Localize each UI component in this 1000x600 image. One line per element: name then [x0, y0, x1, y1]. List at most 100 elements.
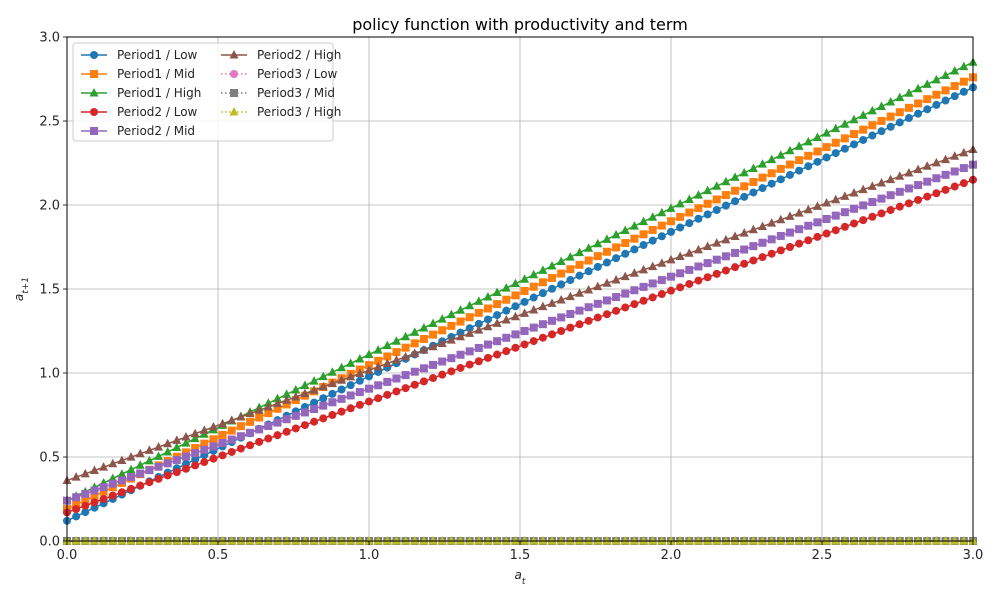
data-point [739, 167, 749, 177]
data-point [804, 236, 813, 245]
data-point [932, 100, 941, 109]
data-point [639, 216, 649, 226]
data-point [135, 536, 145, 545]
legend-box [72, 42, 334, 142]
data-point [501, 283, 511, 292]
data-point [730, 536, 740, 545]
data-point [859, 135, 868, 144]
data-point [749, 242, 758, 251]
data-point [355, 353, 365, 363]
data-point [876, 536, 886, 545]
data-point [236, 432, 245, 441]
data-point [520, 308, 530, 317]
data-point [648, 261, 658, 271]
data-point [895, 92, 905, 102]
data-point [886, 174, 896, 184]
data-point [272, 393, 282, 403]
data-point [374, 356, 383, 365]
data-point [950, 151, 960, 160]
data-point [310, 405, 319, 414]
legend-marker [229, 50, 239, 59]
data-point [932, 189, 941, 198]
data-point [328, 411, 337, 419]
data-point [364, 536, 374, 545]
data-point [721, 234, 731, 244]
data-point [831, 138, 840, 147]
data-point [923, 95, 932, 104]
series-line [66, 163, 974, 502]
data-point [785, 170, 794, 179]
data-point [236, 412, 246, 421]
data-point [904, 88, 914, 97]
data-point [309, 385, 319, 394]
data-point [639, 241, 648, 250]
data-point [621, 303, 630, 312]
data-point [868, 198, 877, 207]
data-point [191, 449, 200, 458]
data-point [886, 112, 895, 121]
data-point [511, 343, 520, 352]
data-point [602, 310, 611, 319]
data-point [181, 438, 191, 447]
data-point [748, 224, 758, 234]
data-point [950, 82, 959, 91]
legend-entry: Period3 / High [221, 105, 341, 119]
data-point [630, 300, 639, 309]
data-point [548, 330, 557, 339]
legend-entry: Period1 / High [81, 86, 201, 100]
data-point [831, 123, 841, 133]
data-point [144, 445, 154, 454]
series-line [66, 76, 974, 510]
data-point [382, 358, 392, 368]
data-point [575, 260, 584, 269]
data-point [795, 156, 804, 165]
data-point [621, 239, 630, 248]
data-point [557, 327, 566, 335]
data-point [502, 295, 511, 304]
data-point [355, 388, 364, 397]
data-point [419, 536, 429, 545]
data-point [99, 487, 108, 496]
data-point [913, 83, 923, 93]
data-point [584, 303, 593, 312]
data-point [721, 191, 730, 200]
data-point [850, 219, 859, 228]
data-point [502, 306, 511, 315]
data-point [72, 512, 81, 521]
data-point [767, 536, 777, 545]
data-point [446, 309, 456, 319]
data-point [739, 228, 749, 237]
data-point [465, 328, 475, 337]
data-point [493, 311, 502, 320]
data-point [923, 177, 932, 186]
data-point [136, 469, 145, 478]
data-point [685, 265, 694, 274]
data-point [419, 364, 428, 373]
data-point [648, 212, 658, 221]
data-point [850, 130, 859, 139]
data-point [612, 306, 621, 315]
legend-marker [90, 70, 98, 78]
data-point [831, 536, 841, 545]
data-point [822, 214, 831, 223]
data-point [959, 61, 969, 71]
data-point [859, 125, 868, 134]
data-point [337, 385, 346, 394]
data-point [565, 291, 575, 301]
data-point [538, 320, 547, 329]
data-point [318, 381, 328, 391]
data-point [337, 407, 346, 416]
data-point [410, 348, 420, 357]
data-point [529, 536, 539, 545]
data-point [776, 231, 785, 240]
data-point [474, 308, 483, 317]
data-point [465, 313, 474, 322]
data-point [840, 134, 849, 143]
legend-label: Period1 / Mid [117, 67, 195, 81]
data-point [657, 232, 666, 241]
data-point [419, 334, 428, 343]
data-point [428, 318, 438, 328]
data-point [895, 108, 904, 117]
data-point [721, 176, 731, 186]
data-point [246, 441, 255, 450]
